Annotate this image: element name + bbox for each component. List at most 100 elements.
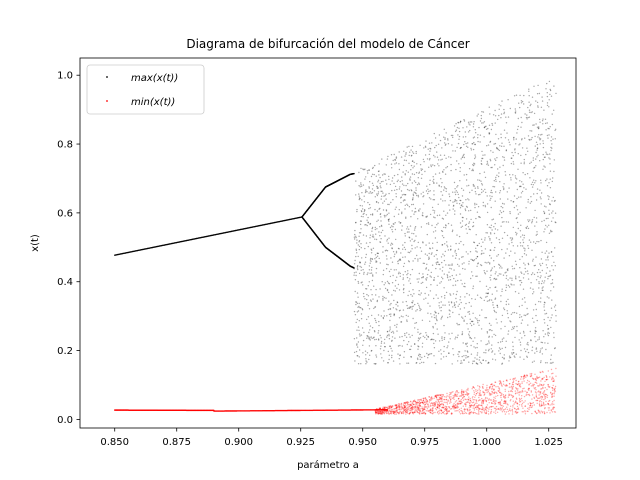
data-point: [485, 360, 487, 362]
data-point: [543, 336, 545, 338]
data-point: [422, 242, 424, 244]
data-point: [473, 136, 476, 138]
data-point: [356, 252, 358, 254]
data-point: [533, 273, 536, 276]
data-point: [416, 309, 418, 311]
data-point: [378, 296, 380, 298]
data-point: [395, 252, 398, 254]
data-point: [373, 173, 375, 176]
data-point: [458, 408, 461, 411]
data-point: [397, 408, 399, 411]
data-point: [511, 277, 513, 279]
data-point: [353, 238, 356, 240]
data-point: [544, 122, 547, 125]
data-point: [534, 225, 536, 227]
data-point: [486, 270, 488, 272]
data-point: [535, 392, 537, 394]
data-point: [472, 148, 475, 151]
data-point: [401, 194, 404, 196]
data-point: [549, 126, 551, 128]
data-point: [405, 153, 407, 155]
data-point: [491, 336, 493, 338]
data-point: [464, 282, 466, 285]
data-point: [463, 319, 465, 321]
data-point: [408, 228, 410, 230]
data-point: [545, 217, 548, 220]
data-point: [499, 181, 501, 183]
data-point: [464, 268, 466, 270]
data-point: [369, 259, 372, 261]
data-point: [498, 347, 501, 349]
data-point: [371, 167, 374, 170]
data-point: [512, 349, 514, 351]
data-point: [400, 222, 402, 224]
data-point: [497, 148, 499, 151]
data-point: [526, 225, 528, 228]
data-point: [414, 211, 416, 213]
data-point: [490, 189, 493, 192]
data-point: [545, 153, 548, 155]
data-point: [405, 217, 407, 219]
data-point: [519, 180, 521, 182]
data-point: [397, 262, 399, 265]
data-point: [450, 224, 453, 226]
data-point: [454, 251, 456, 253]
data-point: [408, 237, 411, 239]
data-point: [461, 195, 464, 197]
data-point: [377, 179, 380, 181]
data-point: [399, 180, 401, 183]
data-point: [448, 394, 451, 396]
data-point: [488, 329, 491, 331]
data-point: [523, 332, 525, 334]
data-point: [397, 305, 399, 307]
data-point: [494, 298, 496, 300]
data-point: [404, 241, 406, 244]
data-point: [494, 200, 496, 202]
data-point: [377, 170, 380, 173]
data-point: [542, 123, 544, 125]
data-point: [499, 190, 502, 192]
data-point: [357, 268, 359, 271]
data-point: [427, 336, 430, 338]
data-point: [375, 238, 378, 241]
data-point: [400, 405, 402, 408]
data-point: [492, 114, 495, 116]
data-point: [519, 106, 521, 109]
data-point: [413, 173, 416, 176]
data-point: [447, 139, 449, 141]
data-point: [433, 132, 435, 135]
data-point: [366, 352, 369, 354]
data-point: [541, 287, 543, 289]
data-point: [370, 300, 372, 302]
data-point: [536, 240, 538, 243]
data-point: [380, 345, 382, 347]
data-point: [449, 199, 452, 202]
data-point: [357, 341, 360, 343]
data-point: [395, 326, 398, 328]
data-point: [547, 255, 549, 257]
data-point: [502, 164, 504, 167]
data-point: [381, 357, 383, 359]
data-point: [475, 393, 478, 395]
data-point: [478, 388, 480, 390]
data-point: [497, 229, 499, 231]
data-point: [388, 338, 391, 340]
data-point: [387, 362, 389, 364]
data-point: [395, 279, 397, 282]
data-point: [486, 162, 489, 164]
data-point: [521, 139, 523, 141]
data-point: [527, 278, 530, 280]
data-point: [468, 294, 471, 296]
data-point: [411, 334, 413, 337]
data-point: [507, 198, 509, 200]
data-point: [398, 358, 400, 360]
data-point: [415, 152, 417, 155]
data-point: [385, 209, 388, 211]
data-point: [455, 280, 457, 282]
data-point: [488, 226, 491, 228]
data-point: [521, 100, 524, 103]
data-point: [440, 318, 442, 320]
data-point: [495, 133, 497, 136]
data-point: [544, 396, 546, 398]
data-point: [516, 232, 518, 235]
